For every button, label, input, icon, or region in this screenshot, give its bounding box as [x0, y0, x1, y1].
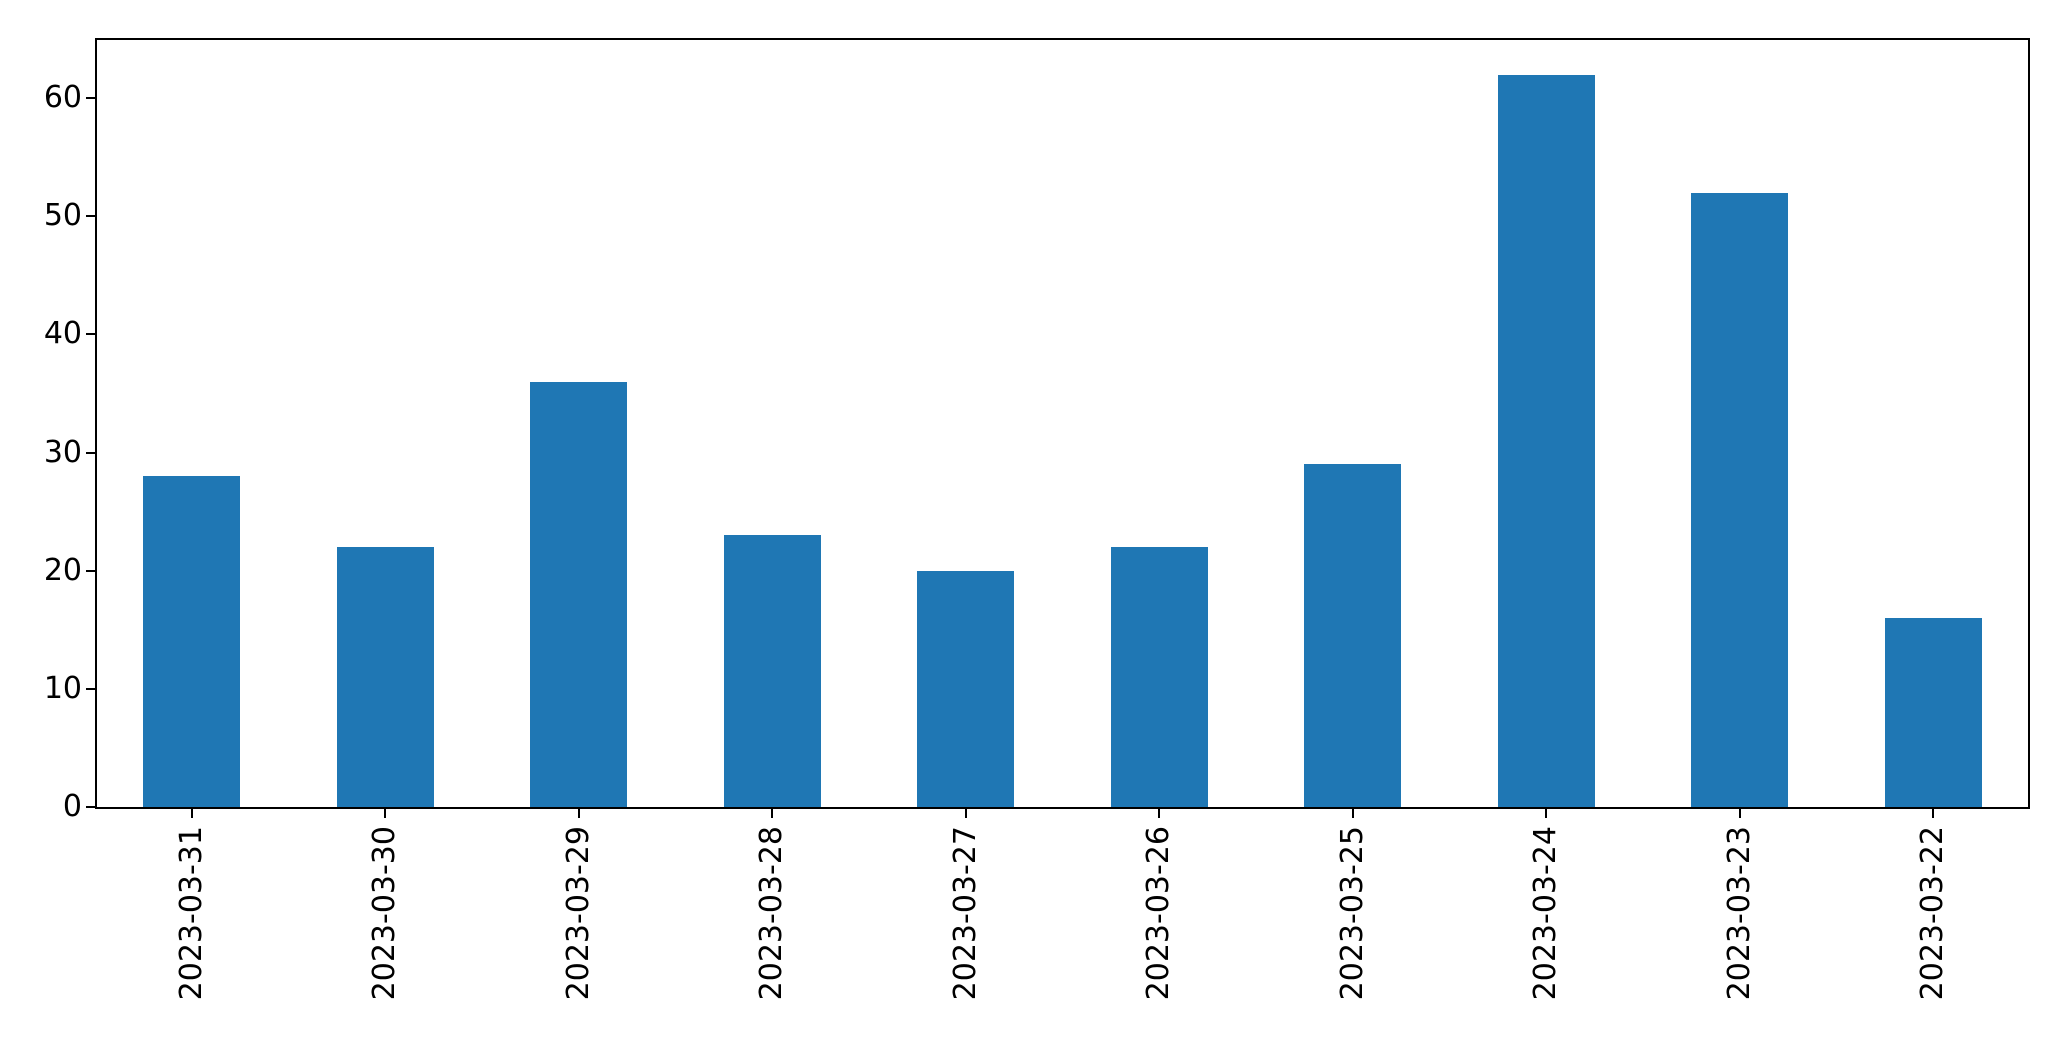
x-tick-label: 2023-03-26 [1141, 826, 1177, 1001]
x-tick-mark [1351, 809, 1354, 818]
y-tick-mark [86, 97, 95, 100]
bar [1304, 464, 1402, 807]
x-tick-mark [771, 809, 774, 818]
x-tick-mark [1545, 809, 1548, 818]
bar [530, 381, 628, 807]
x-tick-mark [1932, 809, 1935, 818]
x-tick-label: 2023-03-28 [754, 826, 790, 1001]
bar [723, 535, 821, 807]
y-tick-label: 0 [62, 789, 82, 824]
bar [336, 547, 434, 807]
y-tick-label: 60 [43, 80, 82, 116]
x-tick-label: 2023-03-27 [947, 826, 983, 1001]
y-tick-label: 30 [43, 434, 82, 470]
y-tick-mark [86, 687, 95, 690]
y-tick-label: 10 [43, 670, 82, 706]
x-tick-label: 2023-03-30 [367, 826, 403, 1001]
x-tick-mark [1738, 809, 1741, 818]
y-tick-label: 50 [43, 198, 82, 234]
y-tick-label: 20 [43, 552, 82, 588]
x-tick-label: 2023-03-29 [560, 826, 596, 1001]
x-tick-label: 2023-03-23 [1721, 826, 1757, 1001]
x-tick-label: 2023-03-22 [1915, 826, 1951, 1001]
bar [917, 570, 1015, 807]
y-tick-mark [86, 333, 95, 336]
bar [1110, 547, 1208, 807]
x-tick-mark [964, 809, 967, 818]
bar [143, 476, 241, 807]
bar [1691, 192, 1789, 807]
bar [1884, 617, 1982, 807]
y-tick-mark [86, 451, 95, 454]
y-tick-mark [86, 569, 95, 572]
x-tick-label: 2023-03-25 [1334, 826, 1370, 1001]
y-tick-mark [86, 215, 95, 218]
x-tick-mark [190, 809, 193, 818]
x-tick-mark [384, 809, 387, 818]
x-tick-mark [1158, 809, 1161, 818]
bar [1497, 74, 1595, 807]
y-tick-mark [86, 806, 95, 808]
x-tick-label: 2023-03-31 [173, 826, 209, 1001]
y-tick-label: 40 [43, 316, 82, 352]
x-tick-label: 2023-03-24 [1528, 826, 1564, 1001]
x-tick-mark [577, 809, 580, 818]
